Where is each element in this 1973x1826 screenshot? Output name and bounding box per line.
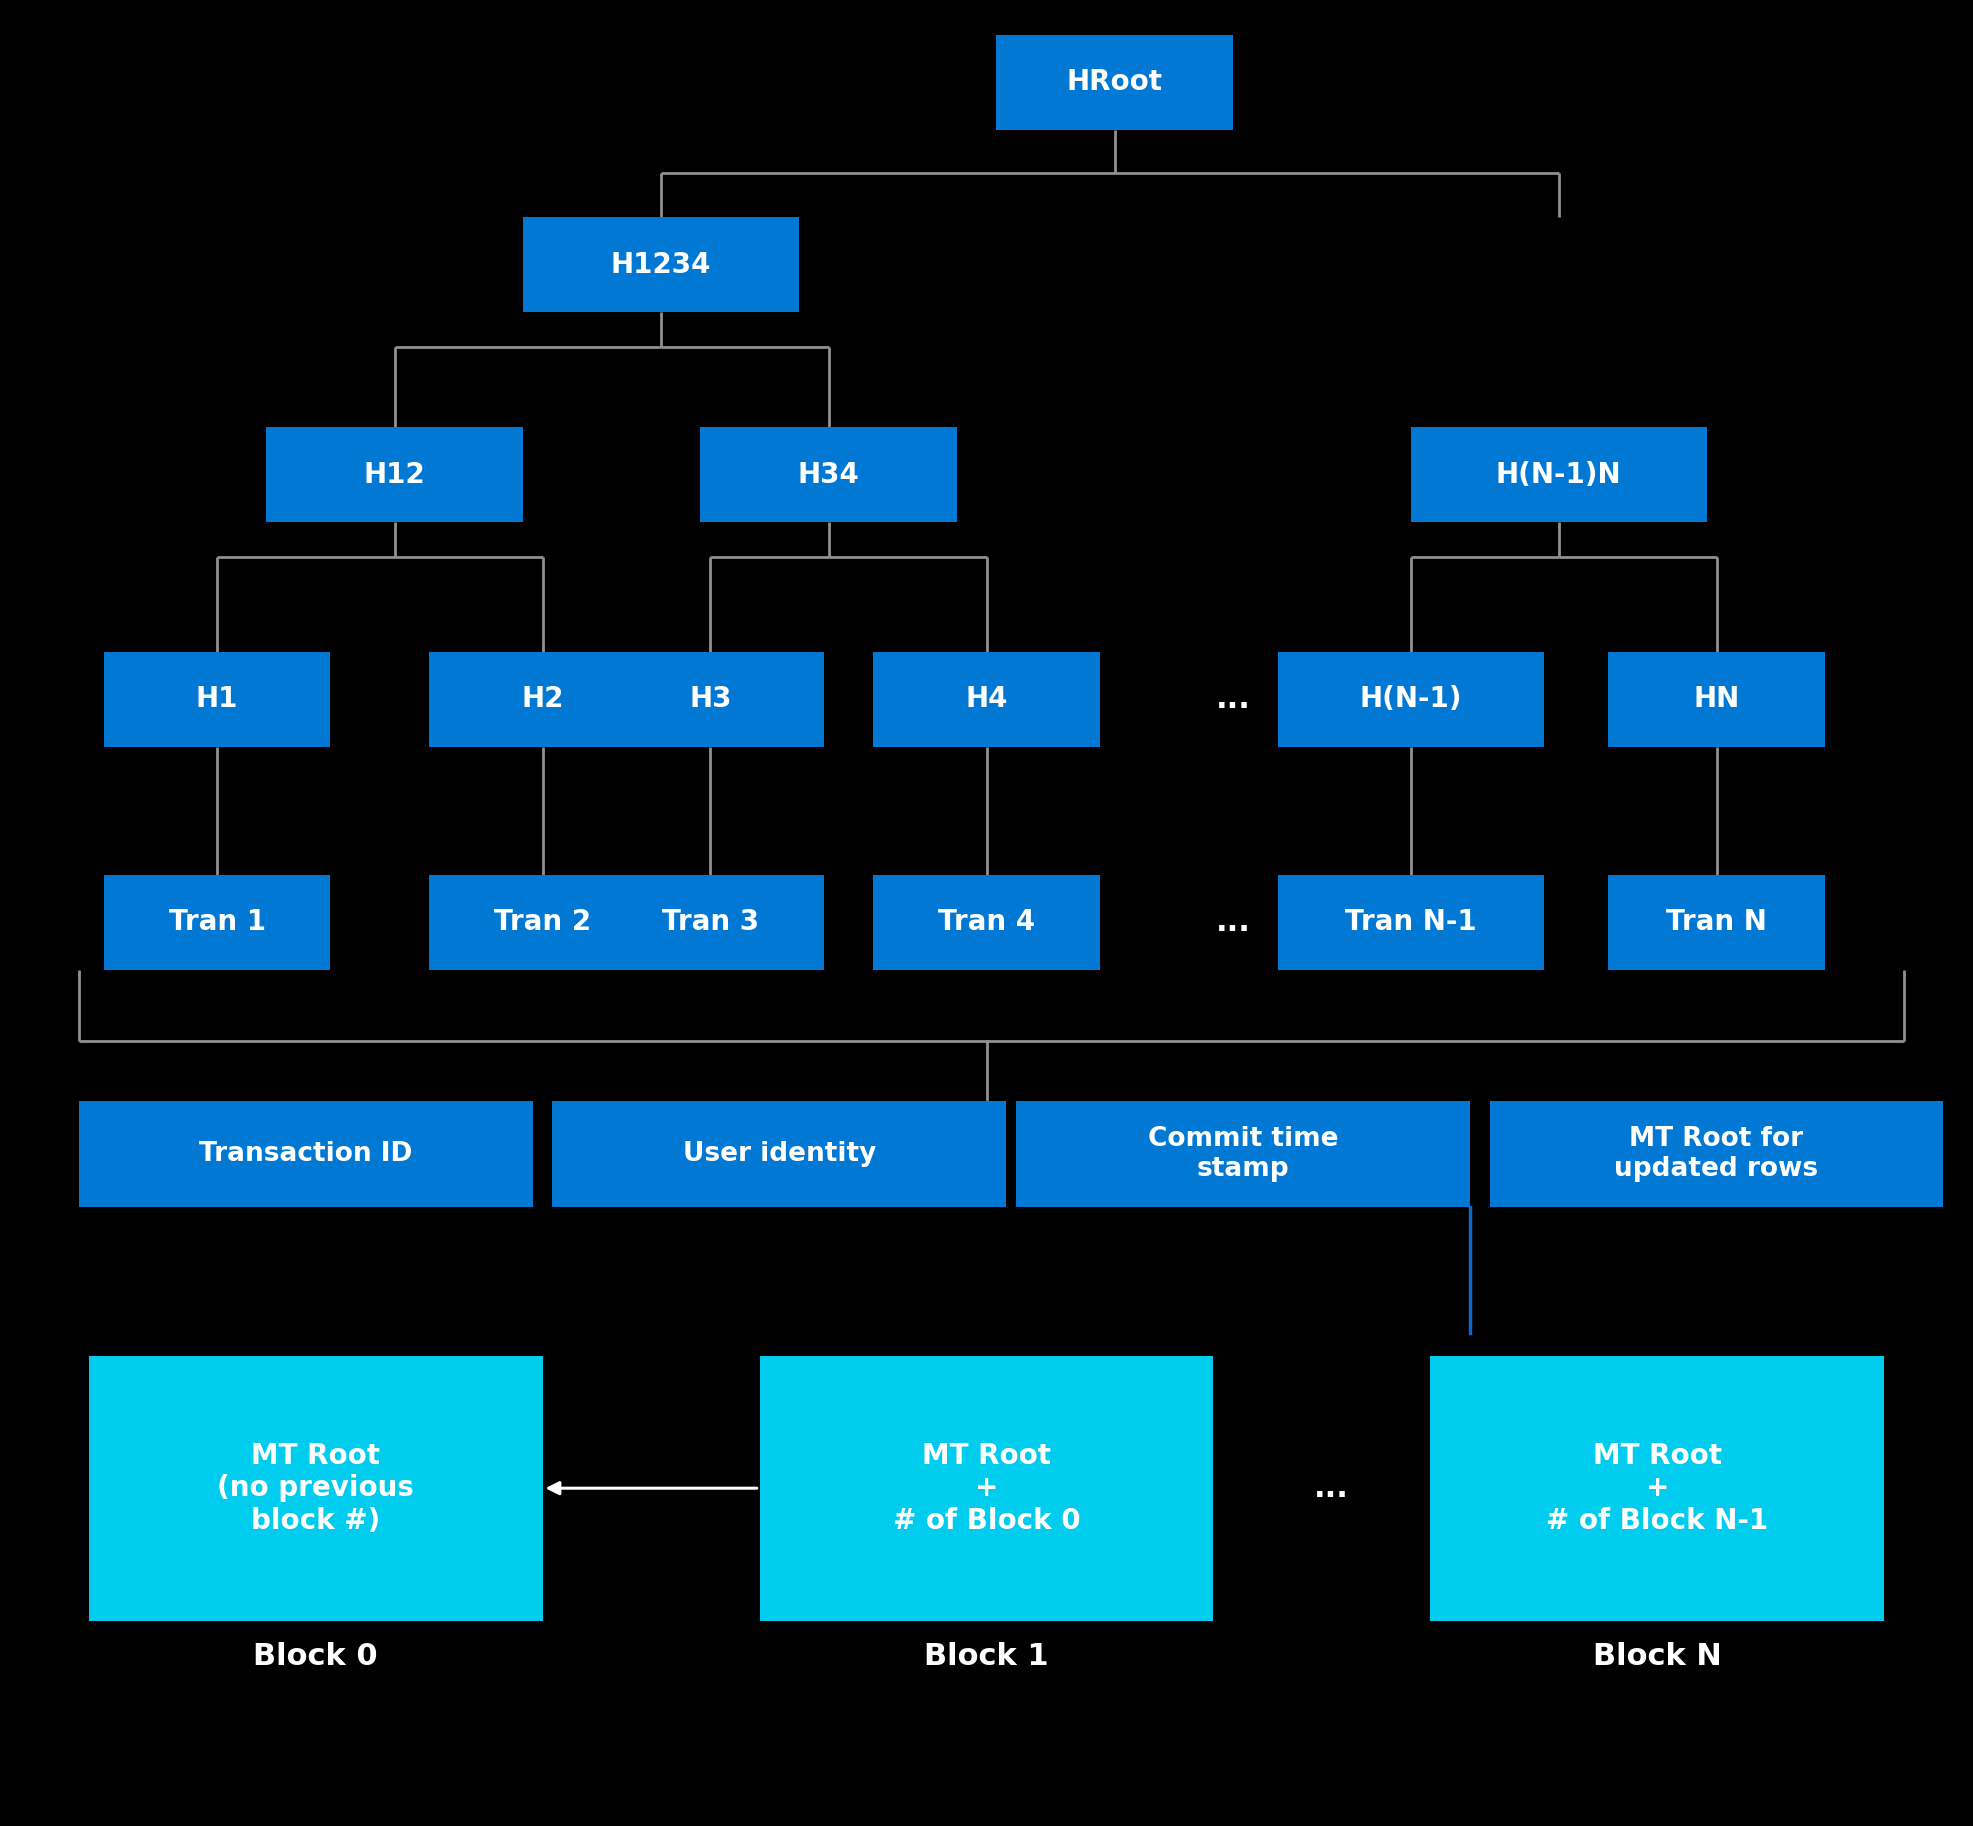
Text: H34: H34 — [797, 460, 860, 489]
Text: HN: HN — [1693, 685, 1740, 714]
Text: MT Root
+
# of Block 0: MT Root + # of Block 0 — [892, 1443, 1081, 1534]
Text: Tran N: Tran N — [1665, 908, 1768, 937]
FancyBboxPatch shape — [1490, 1101, 1943, 1207]
FancyBboxPatch shape — [1279, 875, 1543, 970]
FancyBboxPatch shape — [700, 427, 957, 522]
Text: Block N: Block N — [1592, 1642, 1722, 1671]
Text: Tran 4: Tran 4 — [937, 908, 1036, 937]
Text: MT Root
(no previous
block #): MT Root (no previous block #) — [217, 1443, 414, 1534]
FancyBboxPatch shape — [79, 1101, 533, 1207]
FancyBboxPatch shape — [1608, 875, 1825, 970]
Text: Block 0: Block 0 — [253, 1642, 379, 1671]
FancyBboxPatch shape — [996, 35, 1233, 130]
FancyBboxPatch shape — [89, 1355, 543, 1621]
Text: ...: ... — [1215, 908, 1251, 937]
FancyBboxPatch shape — [1016, 1101, 1470, 1207]
Text: H4: H4 — [965, 685, 1008, 714]
FancyBboxPatch shape — [266, 427, 523, 522]
Text: Transaction ID: Transaction ID — [199, 1141, 412, 1167]
Text: H(N-1): H(N-1) — [1359, 685, 1462, 714]
FancyBboxPatch shape — [872, 652, 1101, 747]
FancyBboxPatch shape — [1279, 652, 1543, 747]
Text: H(N-1)N: H(N-1)N — [1496, 460, 1622, 489]
Text: Block 1: Block 1 — [923, 1642, 1050, 1671]
Text: HRoot: HRoot — [1067, 68, 1162, 97]
FancyBboxPatch shape — [596, 652, 825, 747]
Text: Tran 1: Tran 1 — [168, 908, 266, 937]
Text: H1234: H1234 — [612, 250, 710, 279]
FancyBboxPatch shape — [596, 875, 825, 970]
Text: Tran 2: Tran 2 — [493, 908, 592, 937]
FancyBboxPatch shape — [523, 217, 799, 312]
Text: H12: H12 — [363, 460, 426, 489]
Text: MT Root for
updated rows: MT Root for updated rows — [1614, 1127, 1819, 1181]
Text: ...: ... — [1314, 1474, 1350, 1503]
Text: H1: H1 — [195, 685, 239, 714]
FancyBboxPatch shape — [1411, 427, 1707, 522]
Text: MT Root
+
# of Block N-1: MT Root + # of Block N-1 — [1547, 1443, 1768, 1534]
FancyBboxPatch shape — [872, 875, 1101, 970]
Text: User identity: User identity — [683, 1141, 876, 1167]
Text: H2: H2 — [521, 685, 564, 714]
Text: Commit time
stamp: Commit time stamp — [1148, 1127, 1338, 1181]
FancyBboxPatch shape — [430, 652, 655, 747]
Text: Tran 3: Tran 3 — [661, 908, 760, 937]
FancyBboxPatch shape — [103, 875, 331, 970]
FancyBboxPatch shape — [1430, 1355, 1884, 1621]
Text: H3: H3 — [689, 685, 732, 714]
FancyBboxPatch shape — [103, 652, 331, 747]
FancyBboxPatch shape — [430, 875, 655, 970]
FancyBboxPatch shape — [760, 1355, 1213, 1621]
Text: Tran N-1: Tran N-1 — [1346, 908, 1476, 937]
FancyBboxPatch shape — [1608, 652, 1825, 747]
Text: ...: ... — [1215, 685, 1251, 714]
FancyBboxPatch shape — [552, 1101, 1006, 1207]
